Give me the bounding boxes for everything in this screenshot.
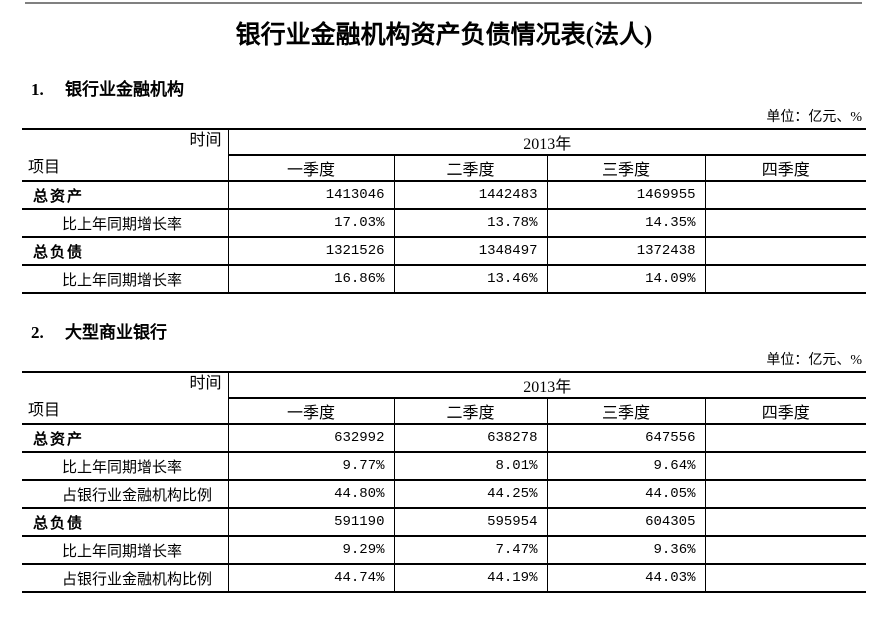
- table-row: 比上年同期增长率 17.03% 13.78% 14.35%: [22, 208, 867, 238]
- table-banking-institutions: 时间 项目 2013年 一季度 二季度 三季度 四季度 总资产 1413046 …: [22, 128, 867, 294]
- item-header-label: 项目: [28, 159, 61, 176]
- time-header-label: 时间: [189, 132, 222, 149]
- cell-q3: 1372438: [546, 236, 706, 266]
- cell-q4: [704, 507, 867, 537]
- item-header-label: 项目: [28, 402, 61, 419]
- row-label: 总负债: [22, 507, 229, 537]
- cell-q4: [704, 180, 867, 210]
- cell-q1: 591190: [227, 507, 395, 537]
- quarter-header-q1: 一季度: [228, 397, 395, 425]
- cell-q3: 9.36%: [546, 535, 706, 565]
- section-2-heading: 2. 大型商业银行: [22, 322, 866, 343]
- cell-q2: 7.47%: [393, 535, 548, 565]
- cell-q4: [704, 208, 867, 238]
- cell-q4: [704, 423, 867, 453]
- cell-q1: 44.74%: [227, 563, 395, 593]
- section-1-number: 1.: [31, 80, 44, 99]
- row-label: 总资产: [22, 180, 229, 210]
- cell-q3: 14.09%: [546, 264, 706, 294]
- quarter-header-q1: 一季度: [228, 154, 395, 182]
- table-row: 比上年同期增长率 9.77% 8.01% 9.64%: [22, 451, 867, 481]
- cell-q4: [704, 236, 867, 266]
- quarter-header-q3: 三季度: [546, 154, 706, 182]
- table-row: 比上年同期增长率 9.29% 7.47% 9.36%: [22, 535, 867, 565]
- cell-q1: 1321526: [227, 236, 395, 266]
- section-2-number: 2.: [31, 323, 44, 342]
- header-row-year: 时间 项目 2013年: [22, 128, 867, 182]
- section-1-heading: 1. 银行业金融机构: [22, 79, 866, 100]
- cell-q1: 17.03%: [227, 208, 395, 238]
- document-page: 银行业金融机构资产负债情况表(法人) 1. 银行业金融机构 单位：亿元、% 时间 …: [22, 0, 867, 593]
- table-row: 比上年同期增长率 16.86% 13.46% 14.09%: [22, 264, 867, 294]
- table-row: 占银行业金融机构比例 44.80% 44.25% 44.05%: [22, 479, 867, 509]
- row-label: 比上年同期增长率: [22, 208, 229, 238]
- header-row-year: 时间 项目 2013年: [22, 371, 867, 425]
- cell-q4: [704, 451, 867, 481]
- cell-q1: 9.77%: [227, 451, 395, 481]
- cell-q2: 595954: [393, 507, 548, 537]
- year-header: 2013年: [227, 128, 867, 156]
- section-2-title: 大型商业银行: [65, 323, 167, 342]
- row-label: 总负债: [22, 236, 229, 266]
- table-row: 占银行业金融机构比例 44.74% 44.19% 44.03%: [22, 563, 867, 593]
- table-row: 总负债 1321526 1348497 1372438: [22, 236, 867, 266]
- cell-q2: 638278: [393, 423, 548, 453]
- quarter-header-q2: 二季度: [393, 154, 548, 182]
- header-row-quarters: 一季度 二季度 三季度 四季度: [22, 397, 867, 425]
- table-row: 总资产 1413046 1442483 1469955: [22, 180, 867, 210]
- cell-q2: 44.19%: [393, 563, 548, 593]
- cell-q3: 14.35%: [546, 208, 706, 238]
- top-divider: [25, 2, 862, 4]
- header-row-quarters: 一季度 二季度 三季度 四季度: [22, 154, 867, 182]
- row-label: 比上年同期增长率: [22, 264, 229, 294]
- corner-header-cell: 时间 项目: [22, 128, 229, 182]
- cell-q4: [704, 563, 867, 593]
- cell-q3: 44.05%: [546, 479, 706, 509]
- row-label: 总资产: [22, 423, 229, 453]
- cell-q1: 1413046: [227, 180, 395, 210]
- cell-q2: 1442483: [393, 180, 548, 210]
- cell-q2: 8.01%: [393, 451, 548, 481]
- cell-q3: 1469955: [546, 180, 706, 210]
- cell-q4: [704, 479, 867, 509]
- cell-q1: 632992: [227, 423, 395, 453]
- unit-label-2: 单位：亿元、%: [766, 353, 862, 368]
- quarter-header-q2: 二季度: [393, 397, 548, 425]
- cell-q4: [704, 535, 867, 565]
- cell-q1: 16.86%: [227, 264, 395, 294]
- cell-q3: 647556: [546, 423, 706, 453]
- cell-q2: 13.46%: [393, 264, 548, 294]
- unit-label-1: 单位：亿元、%: [766, 110, 862, 125]
- page-title: 银行业金融机构资产负债情况表(法人): [235, 22, 653, 49]
- quarter-header-q4: 四季度: [704, 154, 867, 182]
- quarter-header-q3: 三季度: [546, 397, 706, 425]
- time-header-label: 时间: [189, 375, 222, 392]
- cell-q1: 44.80%: [227, 479, 395, 509]
- cell-q2: 1348497: [393, 236, 548, 266]
- year-header: 2013年: [227, 371, 867, 399]
- cell-q3: 9.64%: [546, 451, 706, 481]
- quarter-header-q4: 四季度: [704, 397, 867, 425]
- section-1-title: 银行业金融机构: [65, 80, 184, 99]
- cell-q2: 44.25%: [393, 479, 548, 509]
- cell-q4: [704, 264, 867, 294]
- cell-q3: 604305: [546, 507, 706, 537]
- cell-q1: 9.29%: [227, 535, 395, 565]
- row-label: 比上年同期增长率: [22, 451, 229, 481]
- table-row: 总资产 632992 638278 647556: [22, 423, 867, 453]
- cell-q3: 44.03%: [546, 563, 706, 593]
- table-row: 总负债 591190 595954 604305: [22, 507, 867, 537]
- corner-header-cell: 时间 项目: [22, 371, 229, 425]
- row-label: 比上年同期增长率: [22, 535, 229, 565]
- row-label: 占银行业金融机构比例: [22, 479, 229, 509]
- table-large-commercial-banks: 时间 项目 2013年 一季度 二季度 三季度 四季度 总资产 632992 6…: [22, 371, 867, 593]
- cell-q2: 13.78%: [393, 208, 548, 238]
- row-label: 占银行业金融机构比例: [22, 563, 229, 593]
